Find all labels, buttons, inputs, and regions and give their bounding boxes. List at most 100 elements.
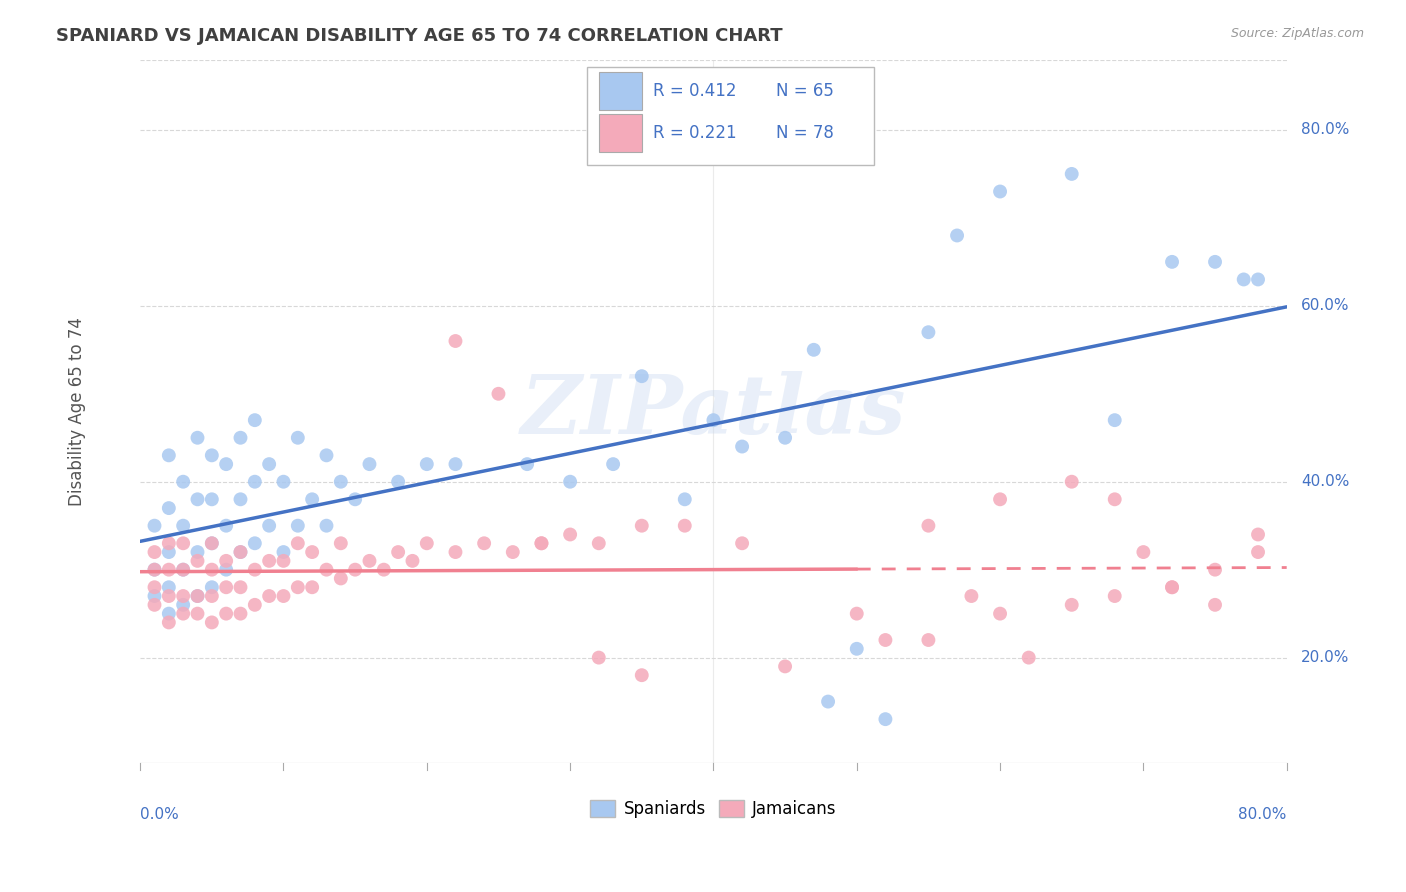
Point [558,527,581,541]
Point [315,563,337,577]
Point [588,536,610,550]
Point [229,607,252,621]
Point [444,545,467,559]
Point [157,589,180,603]
Point [1018,650,1040,665]
Point [917,518,939,533]
Point [1104,492,1126,507]
Point [773,431,796,445]
Point [960,589,983,603]
Point [143,545,166,559]
Point [329,571,352,585]
Point [186,589,208,603]
Point [630,369,652,384]
Point [702,413,724,427]
Point [1104,589,1126,603]
Point [172,563,194,577]
Point [287,580,309,594]
Point [329,475,352,489]
Point [287,518,309,533]
Point [359,554,381,568]
Text: Source: ZipAtlas.com: Source: ZipAtlas.com [1230,27,1364,40]
Point [229,545,252,559]
Point [558,475,581,489]
Text: R = 0.221: R = 0.221 [652,125,737,143]
Point [229,492,252,507]
Point [387,475,409,489]
Point [444,334,467,348]
Point [845,641,868,656]
Point [1247,272,1270,286]
Point [1104,413,1126,427]
Point [215,563,238,577]
Point [344,563,367,577]
Point [1233,272,1256,286]
Point [602,457,624,471]
Text: N = 65: N = 65 [776,82,834,100]
Text: SPANIARD VS JAMAICAN DISABILITY AGE 65 TO 74 CORRELATION CHART: SPANIARD VS JAMAICAN DISABILITY AGE 65 T… [56,27,783,45]
Text: 80.0%: 80.0% [1239,807,1286,822]
Point [201,536,224,550]
Text: 0.0%: 0.0% [141,807,179,822]
Point [373,563,395,577]
Point [273,475,295,489]
Point [186,607,208,621]
Point [315,518,337,533]
Point [1204,598,1226,612]
Point [1161,255,1184,269]
Point [875,712,897,726]
Point [444,457,467,471]
Point [530,536,553,550]
Point [215,518,238,533]
Point [243,563,266,577]
Point [201,448,224,462]
Text: ZIPatlas: ZIPatlas [520,371,907,451]
Point [201,563,224,577]
Point [243,475,266,489]
Point [215,457,238,471]
Point [143,589,166,603]
Point [186,431,208,445]
Point [803,343,825,357]
Point [243,536,266,550]
Text: 20.0%: 20.0% [1301,650,1350,665]
Point [157,615,180,630]
Text: Disability Age 65 to 74: Disability Age 65 to 74 [67,317,86,506]
Point [257,589,280,603]
Point [673,518,696,533]
Point [201,492,224,507]
Point [215,554,238,568]
Point [988,607,1011,621]
Point [172,598,194,612]
Point [502,545,524,559]
Point [257,554,280,568]
Point [201,536,224,550]
Text: N = 78: N = 78 [776,125,834,143]
Point [472,536,495,550]
Point [1060,167,1083,181]
Point [1204,563,1226,577]
FancyBboxPatch shape [588,67,875,165]
Point [186,589,208,603]
Text: 40.0%: 40.0% [1301,475,1350,489]
Point [186,545,208,559]
Point [488,386,510,401]
Point [215,580,238,594]
Legend: Spaniards, Jamaicans: Spaniards, Jamaicans [583,794,844,825]
Point [1161,580,1184,594]
Point [344,492,367,507]
FancyBboxPatch shape [599,72,643,111]
Point [273,545,295,559]
FancyBboxPatch shape [599,114,643,153]
Point [172,607,194,621]
Point [630,518,652,533]
Point [1247,527,1270,541]
Point [172,589,194,603]
Point [630,668,652,682]
Point [143,598,166,612]
Point [157,607,180,621]
Point [243,598,266,612]
Point [516,457,538,471]
Point [1247,545,1270,559]
Point [287,536,309,550]
